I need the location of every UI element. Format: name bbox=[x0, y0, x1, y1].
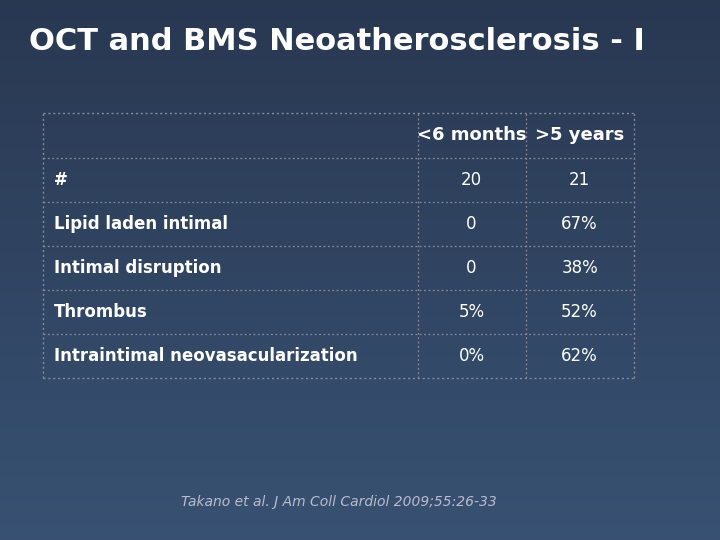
Text: 21: 21 bbox=[569, 171, 590, 188]
Text: Thrombus: Thrombus bbox=[54, 303, 148, 321]
Text: 0%: 0% bbox=[459, 347, 485, 365]
Text: 38%: 38% bbox=[561, 259, 598, 276]
Text: >5 years: >5 years bbox=[535, 126, 624, 144]
Text: 0: 0 bbox=[467, 215, 477, 233]
Text: Intimal disruption: Intimal disruption bbox=[54, 259, 222, 276]
Text: 62%: 62% bbox=[561, 347, 598, 365]
Text: Intraintimal neovasacularization: Intraintimal neovasacularization bbox=[54, 347, 358, 365]
Text: 67%: 67% bbox=[562, 215, 598, 233]
Text: 20: 20 bbox=[461, 171, 482, 188]
Text: 5%: 5% bbox=[459, 303, 485, 321]
Text: OCT and BMS Neoatherosclerosis - I: OCT and BMS Neoatherosclerosis - I bbox=[29, 27, 644, 56]
Text: 52%: 52% bbox=[561, 303, 598, 321]
Text: 0: 0 bbox=[467, 259, 477, 276]
Text: #: # bbox=[54, 171, 68, 188]
Text: Takano et al. J Am Coll Cardiol 2009;55:26-33: Takano et al. J Am Coll Cardiol 2009;55:… bbox=[181, 495, 496, 509]
Text: <6 months: <6 months bbox=[417, 126, 526, 144]
Text: Lipid laden intimal: Lipid laden intimal bbox=[54, 215, 228, 233]
